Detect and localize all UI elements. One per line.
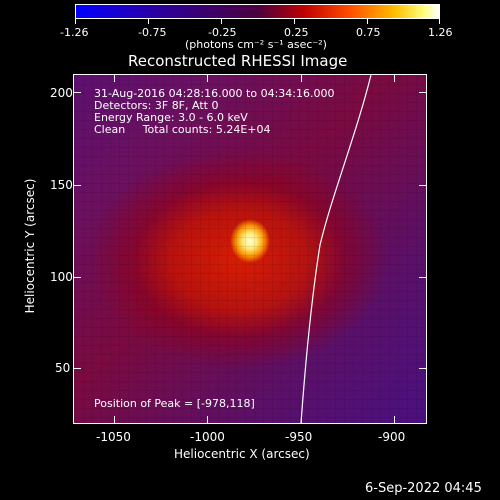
- colorbar-tick-label: 1.26: [428, 26, 453, 39]
- y-tick-mark: [73, 92, 81, 93]
- plot-area: [73, 74, 427, 424]
- y-tick-mark: [73, 368, 81, 369]
- x-tick-label: -1000: [190, 430, 225, 444]
- colorbar: [75, 4, 440, 19]
- colorbar-units: (photons cm⁻² s⁻¹ asec⁻²): [185, 38, 327, 51]
- x-tick-mark: [394, 416, 395, 424]
- info-detectors: Detectors: 3F 8F, Att 0: [94, 99, 219, 112]
- y-tick-label: 50: [55, 361, 71, 375]
- info-energy-range: Energy Range: 3.0 - 6.0 keV: [94, 111, 248, 124]
- y-axis-label: Heliocentric Y (arcsec): [23, 178, 37, 314]
- plot-title: Reconstructed RHESSI Image: [128, 52, 348, 70]
- colorbar-tick-label: -0.25: [208, 26, 237, 39]
- y-tick-mark: [73, 277, 81, 278]
- rhessi-image: [74, 75, 426, 423]
- y-tick-mark: [73, 185, 81, 186]
- x-tick-mark: [207, 74, 208, 82]
- y-tick-label: 200: [50, 86, 73, 100]
- pixel-grid: [74, 75, 426, 423]
- colorbar-tick-label: -1.26: [60, 26, 89, 39]
- colorbar-tick: [294, 19, 295, 24]
- x-tick-mark: [114, 74, 115, 82]
- footer-date: 6-Sep-2022 04:45: [365, 481, 482, 496]
- y-tick-mark: [419, 368, 427, 369]
- colorbar-tick: [439, 19, 440, 24]
- x-tick-mark: [301, 74, 302, 82]
- x-tick-label: -900: [378, 430, 406, 444]
- y-tick-label: 150: [50, 178, 73, 192]
- info-counts: Clean Total counts: 5.24E+04: [94, 123, 271, 136]
- x-tick-label: -1050: [96, 430, 131, 444]
- x-tick-mark: [207, 416, 208, 424]
- info-time-range: 31-Aug-2016 04:28:16.000 to 04:34:16.000: [94, 87, 335, 100]
- colorbar-tick: [221, 19, 222, 24]
- y-tick-mark: [419, 277, 427, 278]
- x-tick-mark: [394, 74, 395, 82]
- peak-position: Position of Peak = [-978,118]: [94, 397, 255, 410]
- colorbar-tick: [367, 19, 368, 24]
- y-tick-mark: [419, 185, 427, 186]
- x-tick-mark: [301, 416, 302, 424]
- x-axis-label: Heliocentric X (arcsec): [174, 447, 310, 461]
- colorbar-tick: [148, 19, 149, 24]
- y-tick-mark: [419, 92, 427, 93]
- limb-curve: [300, 75, 372, 423]
- x-tick-mark: [114, 416, 115, 424]
- x-tick-label: -950: [285, 430, 313, 444]
- colorbar-tick-label: -0.75: [138, 26, 167, 39]
- y-tick-label: 100: [50, 270, 73, 284]
- colorbar-tick-label: 0.25: [284, 26, 309, 39]
- colorbar-tick-label: 0.75: [356, 26, 381, 39]
- colorbar-tick: [75, 19, 76, 24]
